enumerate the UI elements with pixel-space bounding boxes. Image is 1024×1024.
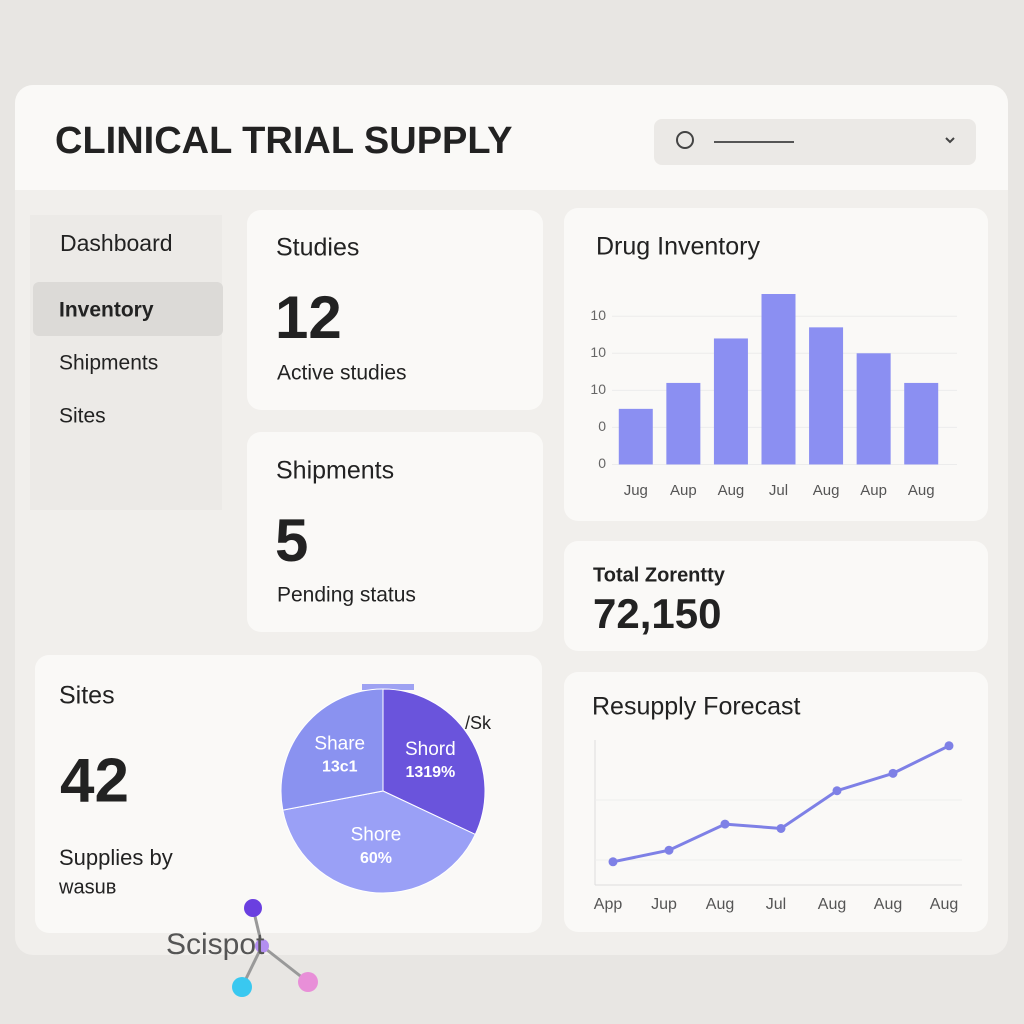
slice-value: 60% <box>360 850 392 867</box>
x-tick-label: Aug <box>874 896 902 913</box>
logo: Scispot <box>166 899 318 997</box>
slice-label: Shord <box>405 739 456 760</box>
card-value: 12 <box>275 284 342 351</box>
dropdown-icon <box>676 131 694 149</box>
card-caption: Supplies by <box>59 845 173 870</box>
y-tick-label: 10 <box>590 381 606 397</box>
nav-item[interactable]: Inventory <box>59 299 154 322</box>
x-tick-label: Jul <box>766 896 786 913</box>
card-value: 42 <box>60 746 129 815</box>
point <box>888 768 898 778</box>
bar <box>761 294 796 465</box>
y-tick-label: 0 <box>598 455 606 471</box>
logo-dot <box>244 899 262 917</box>
bar <box>809 327 844 465</box>
card-value: 72,150 <box>593 590 721 637</box>
point <box>776 823 786 833</box>
bar <box>856 353 891 465</box>
y-tick-label: 10 <box>590 307 606 323</box>
logo-dot <box>298 972 318 992</box>
nav-active <box>33 282 223 336</box>
pie-slice <box>280 688 384 811</box>
bar <box>666 382 701 465</box>
x-tick-label: Aup <box>670 482 697 499</box>
pie-tab <box>362 684 414 690</box>
pie-annotation: /Sk <box>465 713 492 733</box>
card-title: Studies <box>276 234 359 262</box>
chart-title: Resupply Forecast <box>592 693 800 721</box>
x-tick-label: Aug <box>706 896 734 913</box>
card <box>247 432 543 632</box>
card-title: Sites <box>59 682 115 710</box>
dropdown[interactable] <box>654 119 976 165</box>
x-tick-label: App <box>594 896 623 913</box>
slice-label: Share <box>314 733 365 754</box>
nav-item[interactable]: Shipments <box>59 352 158 375</box>
pie-slice <box>282 790 476 894</box>
x-tick-label: Aup <box>860 482 887 499</box>
point <box>832 786 842 796</box>
chart-title: Drug Inventory <box>596 233 760 261</box>
card-caption: wasuв <box>58 876 116 898</box>
pie-slice <box>382 688 486 836</box>
slice-value: 1319% <box>405 764 455 781</box>
slice-label: Shore <box>351 825 402 846</box>
bar <box>713 338 748 465</box>
y-tick-label: 10 <box>590 344 606 360</box>
x-tick-label: Jul <box>769 482 788 499</box>
card <box>564 672 988 932</box>
x-tick-label: Aug <box>908 482 935 499</box>
point <box>720 819 730 829</box>
card-value: 5 <box>275 507 308 574</box>
x-tick-label: Jug <box>624 482 648 499</box>
point <box>664 845 674 855</box>
card-title: Shipments <box>276 457 394 485</box>
y-tick-label: 0 <box>598 418 606 434</box>
logo-dot <box>232 977 252 997</box>
card <box>247 210 543 410</box>
card-caption: Pending status <box>277 584 416 607</box>
x-tick-label: Aug <box>818 896 846 913</box>
page-title: CLINICAL TRIAL SUPPLY <box>55 120 512 162</box>
point <box>608 857 618 867</box>
point <box>944 741 954 751</box>
nav-item[interactable]: Dashboard <box>60 230 173 256</box>
x-tick-label: Jup <box>651 896 677 913</box>
sidebar <box>30 215 222 510</box>
card-caption: Active studies <box>277 362 407 385</box>
bar <box>618 408 653 465</box>
dropdown-chevron <box>945 137 955 144</box>
logo-text: Scispot <box>166 928 265 961</box>
logo-dot <box>255 939 269 953</box>
x-tick-label: Aug <box>930 896 958 913</box>
card-title: Total Zorentty <box>593 564 726 586</box>
nav-item[interactable]: Sites <box>59 405 106 428</box>
x-tick-label: Aug <box>813 482 840 499</box>
card <box>564 541 988 651</box>
x-tick-label: Aug <box>718 482 745 499</box>
bar <box>904 382 939 465</box>
slice-value: 13c1 <box>322 758 358 775</box>
